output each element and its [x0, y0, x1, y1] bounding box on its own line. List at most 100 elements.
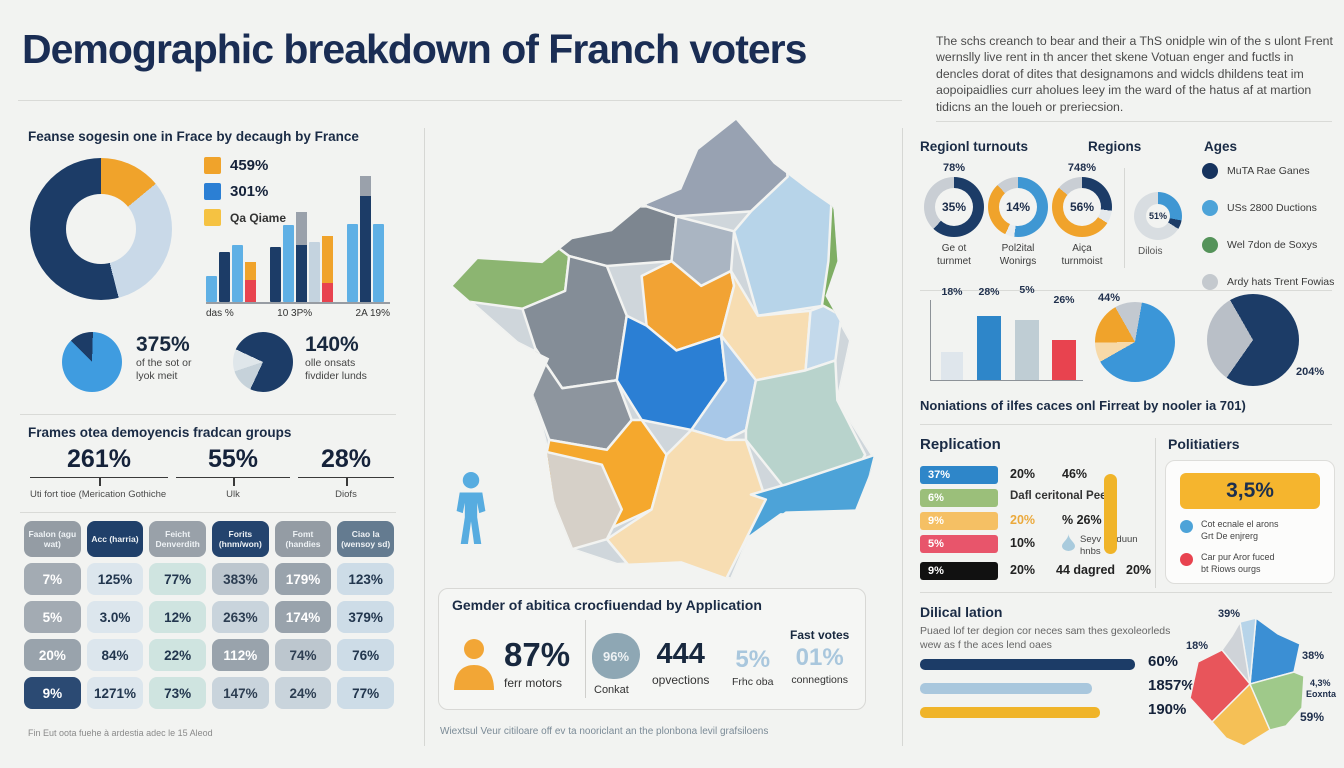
- stat-bracket: [30, 477, 168, 486]
- gauge-above-value: [986, 162, 1050, 177]
- mini-map-label: Eoxnta: [1306, 689, 1337, 699]
- mini-map-label: 59%: [1300, 710, 1325, 724]
- replication-bar-orange: 9%: [920, 512, 998, 530]
- right-divider-1: [920, 290, 1332, 291]
- bar: [270, 247, 281, 302]
- hbar-label: 1857%: [1148, 677, 1195, 694]
- replication-text: Dafl ceritonal Peel: [1010, 490, 1110, 502]
- small-text-line: hnbs: [1080, 545, 1101, 557]
- gauge-3: 748% 56% Aiça turnmoist: [1050, 162, 1114, 268]
- mini-map-label: 39%: [1218, 608, 1241, 620]
- x-label: 2A 19%: [355, 308, 390, 319]
- description-line: Puaed lof ter degion cor neces sam thes …: [920, 625, 1171, 637]
- stat-value: 5%: [735, 646, 771, 673]
- bar-label: 28%: [978, 286, 1000, 298]
- legend-dot-gray: [1202, 274, 1218, 290]
- gauge-section-divider: [1124, 168, 1125, 268]
- dilical-title: Dilical lation: [920, 604, 1003, 620]
- stat-label: connegtions: [791, 674, 848, 686]
- ages-legend-label: Ardy hats Trent Fowias: [1227, 276, 1335, 288]
- bar: [373, 224, 384, 302]
- bubble-label: Conkat: [594, 684, 629, 696]
- replication-value: 20%: [1126, 563, 1152, 577]
- stat-bracket: [298, 477, 394, 486]
- table-cell: 77%: [337, 677, 394, 709]
- legend-item: 301%: [204, 183, 286, 200]
- bar-segment: [296, 212, 307, 245]
- replication-bar-blue: 37%: [920, 466, 998, 484]
- table-cell: 147%: [212, 677, 269, 709]
- x-label: das %: [206, 308, 234, 319]
- mini-map-label: 4,3%: [1310, 678, 1331, 688]
- replication-orange-pill: [1104, 474, 1117, 554]
- gauge-2: 14% Pol2ital Wonirgs: [986, 162, 1050, 268]
- x-label: 10 3P%: [277, 308, 313, 319]
- hbar-lightblue: [920, 683, 1092, 694]
- person-silhouette-icon: [456, 472, 486, 544]
- legend-swatch-yellow: [204, 209, 221, 226]
- gender-stat-3: 5% Frhc oba: [732, 646, 773, 688]
- right-divider-3: [920, 592, 1332, 593]
- big-stat-2: 55% Ulk: [176, 445, 290, 500]
- replication-value: 20%: [1010, 563, 1036, 577]
- ages-legend-label: MuTA Rae Ganes: [1227, 165, 1310, 177]
- bar-segment: [322, 283, 333, 302]
- regions-title: Regions: [1088, 139, 1142, 154]
- bar: [1015, 320, 1039, 380]
- pie1-label: 44%: [1098, 292, 1121, 304]
- column-divider-left: [424, 128, 425, 746]
- table-header: Forits (hnm/won): [212, 521, 269, 557]
- gauge-caption-line: Pol2ital: [1001, 243, 1035, 254]
- legend-text-line: bt Riows ourgs: [1201, 564, 1261, 575]
- turnouts-title: Regionl turnouts: [920, 139, 1028, 154]
- map-region-occitanie: [605, 428, 768, 579]
- hbar-orange: [920, 707, 1100, 718]
- legend-dot-red: [1180, 553, 1193, 567]
- ages-title: Ages: [1204, 139, 1238, 154]
- bar-label: 18%: [941, 286, 963, 298]
- mini-map-label: 18%: [1186, 640, 1209, 652]
- bar: [206, 276, 217, 302]
- page-title: Demographic breakdown of Franch voters: [22, 26, 807, 72]
- bar-segment: [322, 236, 333, 283]
- gauge-caption-line: Aiça: [1072, 243, 1092, 254]
- ages-legend-item: Ardy hats Trent Fowias: [1202, 274, 1334, 290]
- table-cell: 9%: [24, 677, 81, 709]
- replication-bar-red: 5%: [920, 535, 998, 553]
- france-map: [452, 120, 876, 579]
- hbar-label: 190%: [1148, 701, 1187, 718]
- legend-swatch-blue: [204, 183, 221, 200]
- replication-value: 20%: [1010, 467, 1036, 481]
- politicians-box: 3,5% Cot ecnale el arons Grt De enjrerg …: [1165, 460, 1335, 584]
- middle-caption: Wiextsul Veur citiloare off ev ta nooric…: [440, 726, 769, 737]
- noniations-title: Noniations of ilfes caces onl Firreat by…: [920, 398, 1246, 413]
- table-cell: 20%: [24, 639, 81, 671]
- stat-header: Fast votes: [790, 628, 850, 642]
- bar: [1052, 340, 1076, 380]
- noniations-bar-chart: 18% 28% 5% 26%: [930, 284, 1083, 381]
- legend-dot-green: [1202, 237, 1218, 253]
- legend-dot-navy: [1202, 163, 1218, 179]
- big-stat-value: 261%: [67, 445, 131, 473]
- table-cell: 24%: [274, 677, 332, 709]
- table-cell: 123%: [337, 563, 394, 595]
- legend-text-line: Cot ecnale el arons: [1201, 519, 1279, 529]
- replication-value: 46%: [1062, 467, 1088, 481]
- demographics-table: Faalon (agu wat) Acc (harria) Feicht Den…: [24, 521, 394, 709]
- gauge-donut: 14%: [988, 177, 1048, 237]
- stacked-bar: [322, 236, 333, 302]
- table-cell: 112%: [212, 639, 269, 671]
- age-donut-chart: [30, 158, 172, 300]
- table-cell: 22%: [149, 639, 206, 671]
- dilical-description: Puaed lof ter degion cor neces sam thes …: [920, 625, 1188, 652]
- stat-pie-1: [62, 332, 122, 392]
- stat-label: opvections: [652, 673, 710, 687]
- legend-dot-blue: [1180, 520, 1193, 533]
- table-cell: 74%: [274, 639, 332, 671]
- gauge-hole: [1063, 188, 1101, 226]
- replication-value: % 26%: [1062, 513, 1102, 527]
- pie-chart-navy: [1207, 294, 1299, 386]
- pie2-label: 204%: [1296, 366, 1325, 378]
- gauge-caption: Aiça turnmoist: [1050, 243, 1114, 268]
- pie-chart-blue: [1095, 302, 1175, 382]
